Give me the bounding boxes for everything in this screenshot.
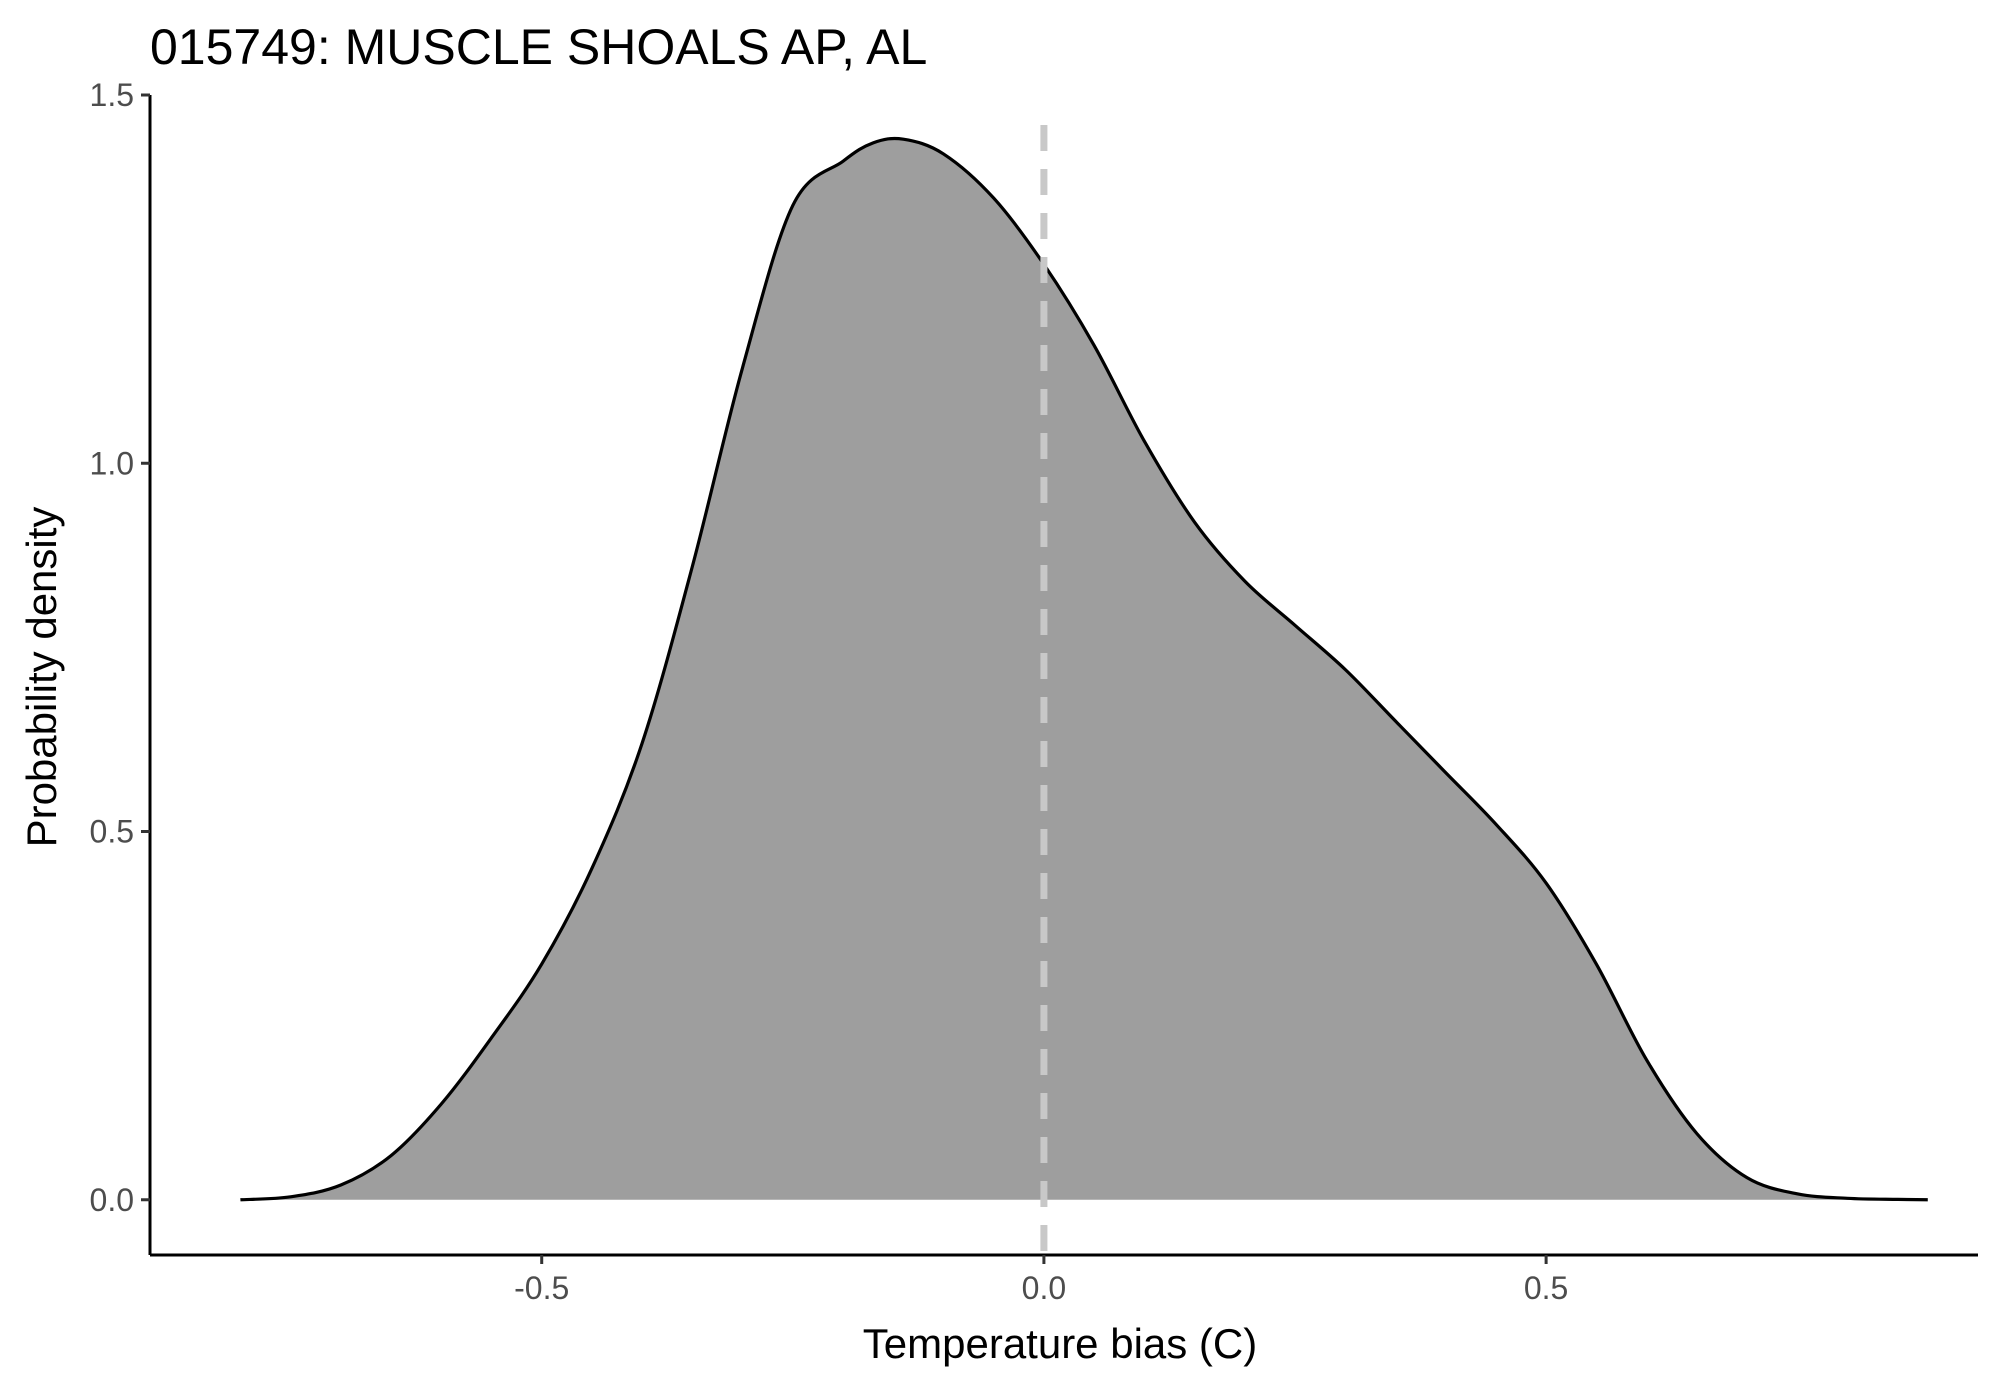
chart-title: 015749: MUSCLE SHOALS AP, AL bbox=[150, 19, 927, 75]
y-tick-label: 0.0 bbox=[90, 1182, 134, 1218]
y-tick-label: 0.5 bbox=[90, 814, 134, 850]
y-tick-label: 1.5 bbox=[90, 77, 134, 113]
x-tick-label: 0.0 bbox=[1022, 1270, 1066, 1306]
x-tick-label: 0.5 bbox=[1524, 1270, 1568, 1306]
axes: 0.0 0.5 1.0 1.5 -0.5 0.0 0.5 bbox=[90, 77, 1978, 1306]
plot-area bbox=[240, 125, 1928, 1255]
density-area-0 bbox=[240, 138, 1928, 1200]
x-axis-title: Temperature bias (C) bbox=[863, 1320, 1257, 1367]
y-tick-label: 1.0 bbox=[90, 445, 134, 481]
x-tick-label: -0.5 bbox=[514, 1270, 569, 1306]
y-axis-title: Probability density bbox=[18, 507, 65, 848]
